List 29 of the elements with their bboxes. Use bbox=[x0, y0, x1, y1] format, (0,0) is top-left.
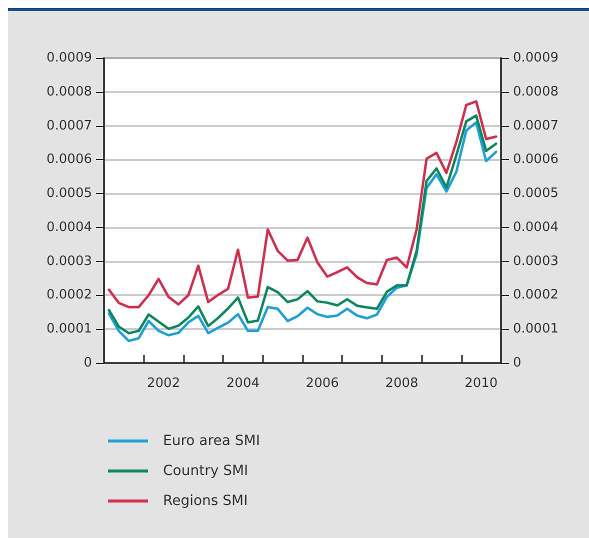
y-tick-label: 0 bbox=[84, 356, 92, 370]
legend-label: Euro area SMI bbox=[163, 433, 260, 449]
x-tick-label: 2010 bbox=[464, 376, 498, 391]
legend-label: Country SMI bbox=[163, 463, 248, 479]
y2-tick-label: 0.0005 bbox=[513, 186, 558, 202]
y2-tick-label: 0.0009 bbox=[513, 50, 558, 66]
x-tick-label: 2008 bbox=[385, 376, 418, 391]
y-tick-label: 0.0003 bbox=[46, 254, 92, 269]
y2-tick-label: 0.0004 bbox=[513, 220, 558, 235]
y-tick-label: 0.0002 bbox=[46, 288, 92, 303]
y-tick-label: 0.0007 bbox=[46, 118, 92, 134]
legend-label: Regions SMI bbox=[163, 493, 248, 509]
y-tick-label: 0.0001 bbox=[46, 322, 92, 337]
y2-tick-label: 0.0003 bbox=[513, 254, 558, 269]
x-tick-label: 2002 bbox=[147, 376, 180, 391]
y2-tick-label: 0 bbox=[513, 356, 522, 370]
x-tick-label: 2004 bbox=[226, 376, 260, 391]
y2-tick-label: 0.0008 bbox=[513, 84, 558, 100]
y-tick-label: 0.0005 bbox=[46, 186, 92, 202]
x-tick-label: 2006 bbox=[306, 376, 339, 391]
y2-tick-label: 0.0006 bbox=[513, 152, 558, 168]
y2-tick-label: 0.0002 bbox=[513, 288, 558, 303]
y-tick-label: 0.0004 bbox=[46, 220, 92, 235]
y2-tick-label: 0.0007 bbox=[513, 118, 558, 134]
y-tick-label: 0.0006 bbox=[46, 152, 92, 168]
y-tick-label: 0.0008 bbox=[46, 84, 92, 100]
line-series bbox=[108, 100, 498, 308]
y2-tick-label: 0.0001 bbox=[513, 322, 558, 337]
y-tick-label: 0.0009 bbox=[46, 50, 92, 66]
